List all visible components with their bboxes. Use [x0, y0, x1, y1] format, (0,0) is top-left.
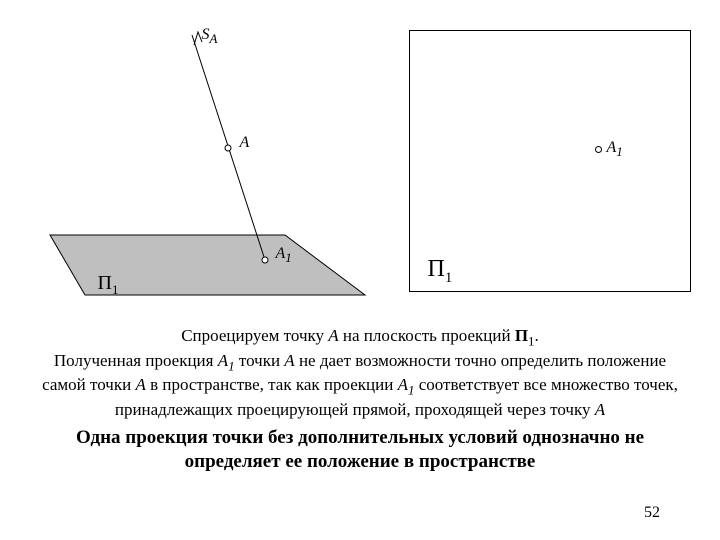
label-a1: A1: [276, 245, 292, 266]
conclusion-text: Одна проекция точки без дополнительных у…: [40, 426, 680, 474]
label-pi1-right: П1: [428, 256, 453, 287]
label-sa: SA: [202, 26, 218, 47]
right-diagram: A1 П1: [409, 30, 691, 292]
ray-arrowhead: [194, 32, 202, 45]
point-a1-right: [595, 146, 602, 153]
label-pi1-left: П1: [98, 272, 119, 298]
label-a1-right: A1: [607, 139, 623, 160]
page-number: 52: [644, 504, 660, 522]
point-a1: [262, 257, 268, 263]
left-diagram-svg: [30, 20, 370, 310]
left-diagram: SA A A1 П1: [30, 20, 370, 310]
label-a: A: [240, 134, 250, 152]
point-a: [225, 145, 231, 151]
caption-text: Спроецируем точку A на плоскость проекци…: [10, 325, 710, 474]
